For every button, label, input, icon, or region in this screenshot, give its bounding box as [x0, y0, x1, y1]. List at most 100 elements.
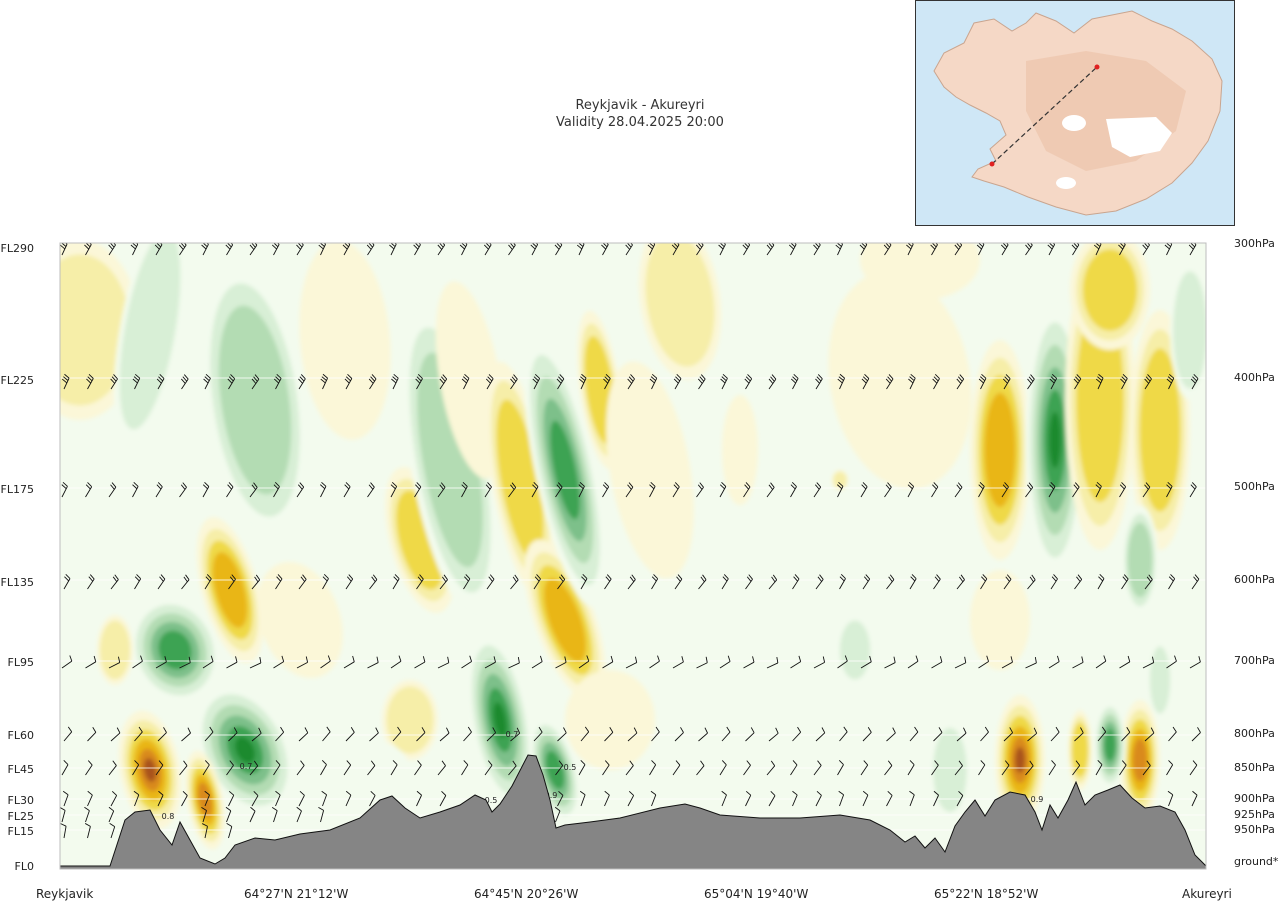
field-contour: [188, 758, 222, 842]
wind-barb: [1190, 374, 1199, 390]
wind-barb: [1168, 726, 1177, 742]
wind-barb: [202, 655, 214, 669]
field-contour: [577, 310, 623, 470]
akureyri-marker: [1094, 64, 1100, 70]
wind-barb: [601, 243, 609, 256]
wind-barb: [604, 726, 614, 742]
field-contour: [1071, 722, 1089, 778]
wind-barb: [60, 807, 66, 823]
wind-barb: [768, 791, 776, 807]
wind-barb: [85, 482, 93, 498]
field-contour: [482, 673, 518, 767]
wind-barb: [439, 727, 450, 742]
wind-barb: [790, 760, 798, 776]
field-contour: [1132, 738, 1148, 782]
wind-barb: [1142, 482, 1151, 498]
field-contour: [638, 243, 722, 380]
field-contour: [1170, 260, 1206, 400]
wind-barb: [486, 574, 495, 590]
wind-barb: [273, 760, 281, 776]
wind-barb: [226, 760, 234, 776]
field-contour: [1034, 344, 1076, 536]
wind-barb: [719, 760, 727, 776]
wind-barb: [557, 727, 567, 742]
wind-barb: [204, 790, 210, 807]
field-contour: [1134, 329, 1186, 531]
wind-barb: [742, 243, 751, 256]
wind-barb: [1189, 482, 1197, 498]
wind-barb: [954, 243, 963, 256]
field-contour: [1127, 522, 1153, 598]
plot-background: [60, 243, 1206, 869]
wind-barb: [674, 574, 683, 590]
field-contour: [138, 748, 162, 792]
wind-barb: [226, 656, 238, 669]
wind-barb: [909, 790, 915, 807]
wind-barb: [1025, 760, 1034, 776]
wind-barb: [298, 374, 306, 390]
wind-barb: [933, 727, 943, 742]
wind-barb: [273, 482, 280, 498]
wind-barb: [62, 790, 69, 807]
hpa-label: 700hPa: [1234, 654, 1275, 667]
field-contour: [550, 420, 580, 520]
field-contour: [543, 398, 587, 542]
wind-barb: [84, 806, 90, 823]
wind-barb: [226, 822, 233, 839]
wind-barb: [766, 243, 775, 256]
wind-barb: [226, 482, 234, 498]
wind-barb: [554, 806, 561, 823]
wind-barb: [201, 806, 207, 823]
wind-barb: [60, 823, 67, 839]
wind-barb: [860, 760, 869, 776]
field-contour: [197, 782, 213, 818]
wind-barb: [178, 243, 187, 256]
wind-barb: [956, 727, 967, 742]
wind-barb: [578, 655, 590, 669]
wind-barb: [671, 243, 680, 256]
wind-barb: [533, 726, 543, 742]
wind-barb: [1048, 655, 1060, 669]
wind-barb: [860, 482, 868, 498]
wind-barb: [835, 243, 843, 256]
wind-barb: [980, 574, 988, 590]
wind-barb: [437, 760, 446, 776]
wind-barb: [345, 574, 354, 590]
wind-barb: [1074, 574, 1083, 590]
wind-barb: [625, 760, 634, 776]
wind-barb: [249, 760, 259, 776]
wind-barb: [108, 806, 115, 823]
wind-barb: [181, 574, 190, 590]
wind-barb: [768, 574, 778, 590]
wind-barb: [86, 374, 94, 390]
wind-barb: [978, 373, 987, 390]
wind-barb: [414, 656, 426, 669]
wind-barb: [721, 574, 729, 590]
wind-barb: [625, 482, 634, 498]
wind-barb: [815, 727, 826, 742]
fl-label: FL45: [7, 763, 34, 776]
field-contour: [537, 733, 573, 807]
wind-barb: [718, 243, 726, 256]
wind-barb: [1166, 481, 1173, 498]
field-contour: [210, 283, 300, 517]
x-label-start: Reykjavik: [36, 887, 94, 901]
wind-barb: [179, 760, 188, 776]
wind-barb: [110, 374, 118, 390]
wind-barb: [60, 243, 68, 256]
wind-barb: [228, 790, 235, 807]
field-contour: [143, 613, 207, 687]
wind-barb: [673, 374, 682, 390]
wind-barb: [1072, 760, 1081, 776]
field-contour: [1149, 646, 1171, 714]
field-contour: [150, 621, 200, 679]
wind-barb: [87, 726, 97, 742]
wind-barb: [580, 726, 590, 742]
wind-barb: [157, 727, 167, 742]
field-contour: [1082, 249, 1138, 331]
wind-barb: [415, 374, 423, 390]
wind-barb: [1167, 790, 1174, 807]
wind-barb: [766, 656, 779, 669]
wind-barb: [1048, 482, 1056, 498]
wind-barb: [1050, 574, 1058, 590]
